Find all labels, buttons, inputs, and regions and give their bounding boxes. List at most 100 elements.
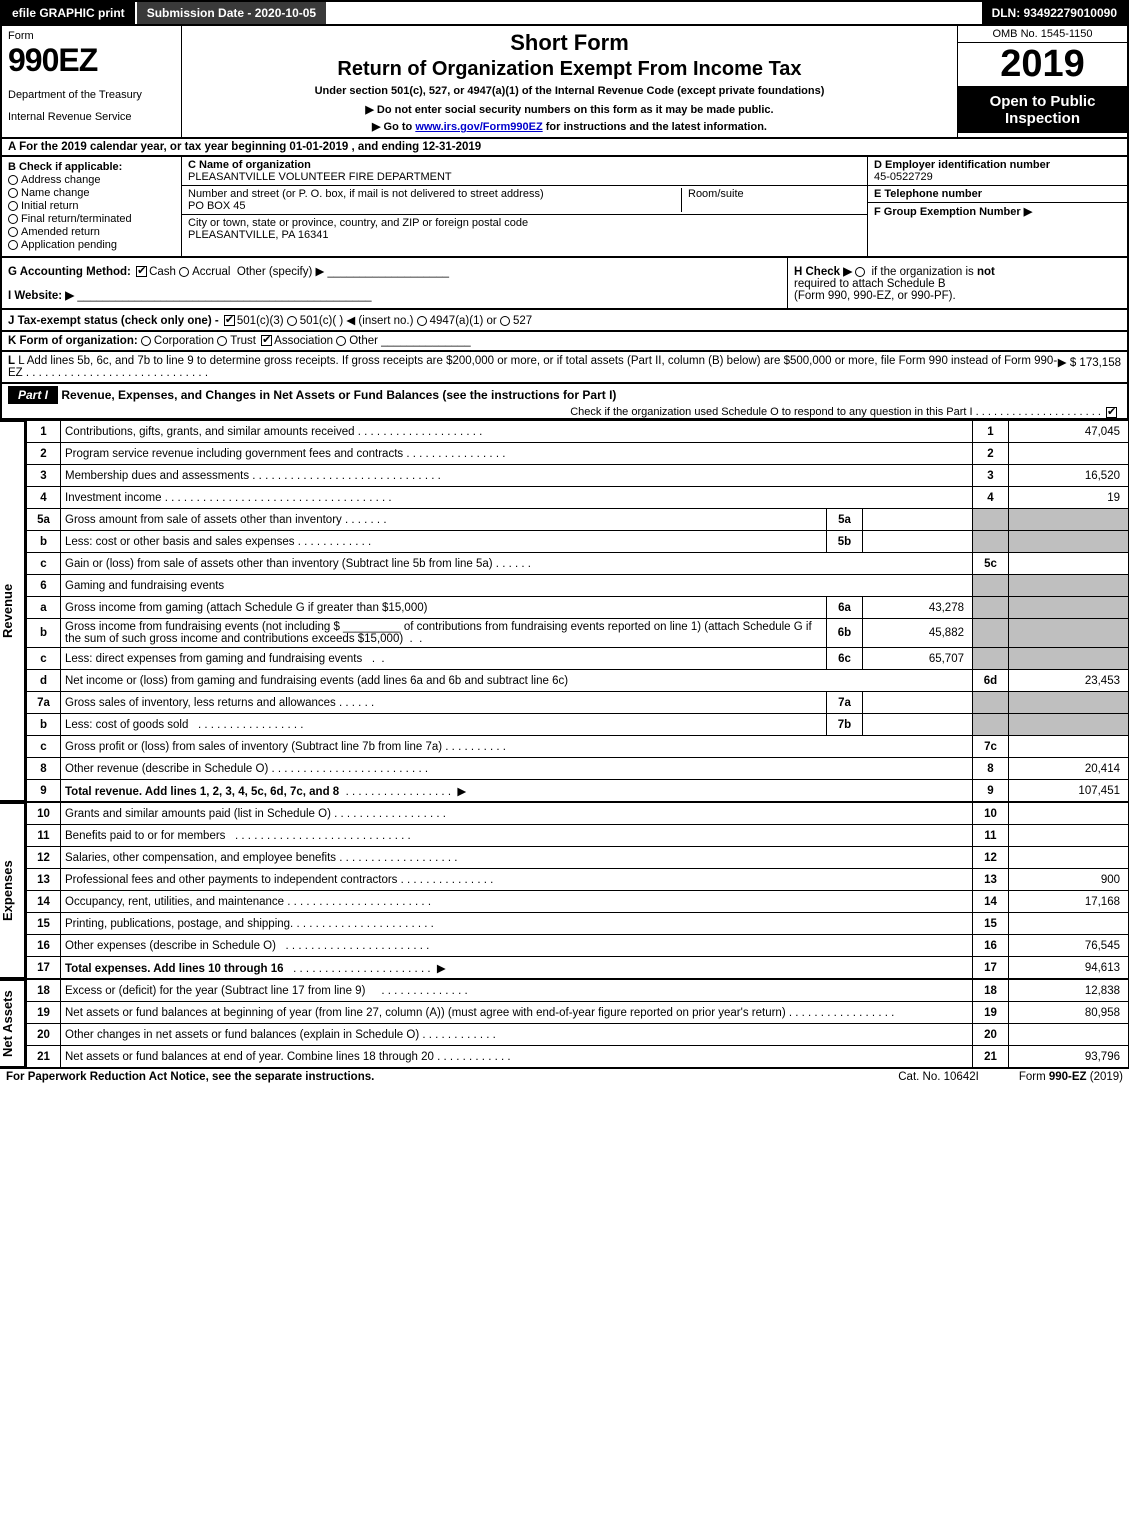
chk-address-change[interactable]: Address change: [8, 174, 175, 186]
chk-schedo[interactable]: [1106, 407, 1117, 418]
chk-final-return[interactable]: Final return/terminated: [8, 213, 175, 225]
line-6a: aGross income from gaming (attach Schedu…: [27, 597, 1129, 619]
omb-number: OMB No. 1545-1150: [958, 26, 1127, 43]
street-value: PO BOX 45: [188, 200, 681, 212]
paperwork-notice: For Paperwork Reduction Act Notice, see …: [6, 1071, 374, 1083]
lbl-name-change: Name change: [21, 187, 90, 199]
line-12: 12Salaries, other compensation, and empl…: [27, 847, 1129, 869]
line-7a: 7aGross sales of inventory, less returns…: [27, 692, 1129, 714]
box-j: J Tax-exempt status (check only one) - 5…: [0, 310, 1129, 332]
line-19: 19Net assets or fund balances at beginni…: [27, 1002, 1129, 1024]
line-18: 18Excess or (deficit) for the year (Subt…: [27, 980, 1129, 1002]
chk-other-org[interactable]: [336, 336, 346, 346]
goto-line: ▶ Go to www.irs.gov/Form990EZ for instru…: [190, 120, 949, 133]
chk-corp[interactable]: [141, 336, 151, 346]
line-5a: 5aGross amount from sale of assets other…: [27, 509, 1129, 531]
part1-schedo: Check if the organization used Schedule …: [2, 406, 1127, 418]
top-bar: efile GRAPHIC print Submission Date - 20…: [0, 0, 1129, 26]
header-center: Short Form Return of Organization Exempt…: [182, 26, 957, 137]
chk-h[interactable]: [855, 267, 865, 277]
line-1: 1Contributions, gifts, grants, and simil…: [27, 421, 1129, 443]
line-20: 20Other changes in net assets or fund ba…: [27, 1024, 1129, 1046]
expenses-table: 10Grants and similar amounts paid (list …: [26, 802, 1129, 979]
goto-post: for instructions and the latest informat…: [543, 121, 767, 133]
chk-4947[interactable]: [417, 316, 427, 326]
lbl-trust: Trust: [230, 335, 256, 347]
lbl-other-method: Other (specify) ▶: [237, 266, 324, 278]
lbl-4947: 4947(a)(1) or: [430, 315, 497, 327]
line-16: 16Other expenses (describe in Schedule O…: [27, 935, 1129, 957]
line-9: 9Total revenue. Add lines 1, 2, 3, 4, 5c…: [27, 780, 1129, 802]
chk-assoc[interactable]: [261, 335, 272, 346]
line-5c: cGain or (loss) from sale of assets othe…: [27, 553, 1129, 575]
org-name-label: C Name of organization: [188, 159, 861, 171]
lbl-amended-return: Amended return: [21, 226, 100, 238]
line-17: 17Total expenses. Add lines 10 through 1…: [27, 957, 1129, 979]
line-a-tax-year: A For the 2019 calendar year, or tax yea…: [0, 139, 1129, 157]
cat-number: Cat. No. 10642I: [898, 1071, 979, 1083]
header-subtitle: Under section 501(c), 527, or 4947(a)(1)…: [190, 85, 949, 97]
form-number: 990EZ: [8, 42, 175, 79]
page-footer: For Paperwork Reduction Act Notice, see …: [0, 1068, 1129, 1085]
line-14: 14Occupancy, rent, utilities, and mainte…: [27, 891, 1129, 913]
k-label: K Form of organization:: [8, 335, 138, 347]
chk-501c[interactable]: [287, 316, 297, 326]
i-label: I Website: ▶: [8, 290, 74, 302]
l-text: L L Add lines 5b, 6c, and 7b to line 9 t…: [8, 355, 1058, 379]
gh-row: G Accounting Method: Cash Accrual Other …: [0, 258, 1129, 310]
open-public-inspection: Open to Public Inspection: [958, 87, 1127, 133]
line-6c: cLess: direct expenses from gaming and f…: [27, 648, 1129, 670]
lbl-corp: Corporation: [154, 335, 214, 347]
lbl-527: 527: [513, 315, 532, 327]
header-right: OMB No. 1545-1150 2019 Open to Public In…: [957, 26, 1127, 137]
expenses-section: Expenses 10Grants and similar amounts pa…: [0, 802, 1129, 979]
street-label: Number and street (or P. O. box, if mail…: [188, 188, 681, 200]
chk-initial-return[interactable]: Initial return: [8, 200, 175, 212]
chk-501c3[interactable]: [224, 315, 235, 326]
return-title: Return of Organization Exempt From Incom…: [190, 58, 949, 81]
phone-label: E Telephone number: [874, 188, 1121, 200]
lbl-other-org: Other: [349, 335, 378, 347]
ein-value: 45-0522729: [874, 171, 1121, 183]
group-exemption-label: F Group Exemption Number ▶: [874, 205, 1121, 218]
lbl-assoc: Association: [274, 335, 333, 347]
form-label: Form: [8, 30, 175, 42]
line-7c: cGross profit or (loss) from sales of in…: [27, 736, 1129, 758]
line-4: 4Investment income . . . . . . . . . . .…: [27, 487, 1129, 509]
line-13: 13Professional fees and other payments t…: [27, 869, 1129, 891]
chk-accrual[interactable]: [179, 267, 189, 277]
efile-print-button[interactable]: efile GRAPHIC print: [2, 2, 137, 24]
side-revenue: Revenue: [0, 420, 26, 802]
chk-application-pending[interactable]: Application pending: [8, 239, 175, 251]
short-form-title: Short Form: [190, 30, 949, 56]
line-21: 21Net assets or fund balances at end of …: [27, 1046, 1129, 1068]
line-15: 15Printing, publications, postage, and s…: [27, 913, 1129, 935]
chk-527[interactable]: [500, 316, 510, 326]
line-3: 3Membership dues and assessments . . . .…: [27, 465, 1129, 487]
info-block: B Check if applicable: Address change Na…: [0, 157, 1129, 258]
h-text1: if the organization is: [871, 266, 973, 278]
lbl-cash: Cash: [149, 266, 176, 278]
h-text3: (Form 990, 990-EZ, or 990-PF).: [794, 290, 956, 302]
chk-amended-return[interactable]: Amended return: [8, 226, 175, 238]
box-c: C Name of organization PLEASANTVILLE VOL…: [182, 157, 867, 256]
l-body: L Add lines 5b, 6c, and 7b to line 9 to …: [8, 355, 1057, 379]
line-11: 11Benefits paid to or for members . . . …: [27, 825, 1129, 847]
lbl-accrual: Accrual: [192, 266, 230, 278]
part1-badge: Part I: [8, 386, 58, 404]
box-def: D Employer identification number 45-0522…: [867, 157, 1127, 256]
l-amt-val: 173,158: [1079, 357, 1121, 369]
schedo-text: Check if the organization used Schedule …: [570, 406, 972, 418]
line-6b: bGross income from fundraising events (n…: [27, 619, 1129, 648]
header-left: Form 990EZ Department of the Treasury In…: [2, 26, 182, 137]
irs-link[interactable]: www.irs.gov/Form990EZ: [415, 121, 542, 133]
chk-trust[interactable]: [217, 336, 227, 346]
line-2: 2Program service revenue including gover…: [27, 443, 1129, 465]
submission-date: Submission Date - 2020-10-05: [137, 2, 326, 24]
dln-label: DLN: 93492279010090: [982, 2, 1127, 24]
chk-name-change[interactable]: Name change: [8, 187, 175, 199]
lbl-address-change: Address change: [21, 174, 101, 186]
chk-cash[interactable]: [136, 266, 147, 277]
h-text2: required to attach Schedule B: [794, 278, 946, 290]
room-suite-label: Room/suite: [681, 188, 861, 212]
